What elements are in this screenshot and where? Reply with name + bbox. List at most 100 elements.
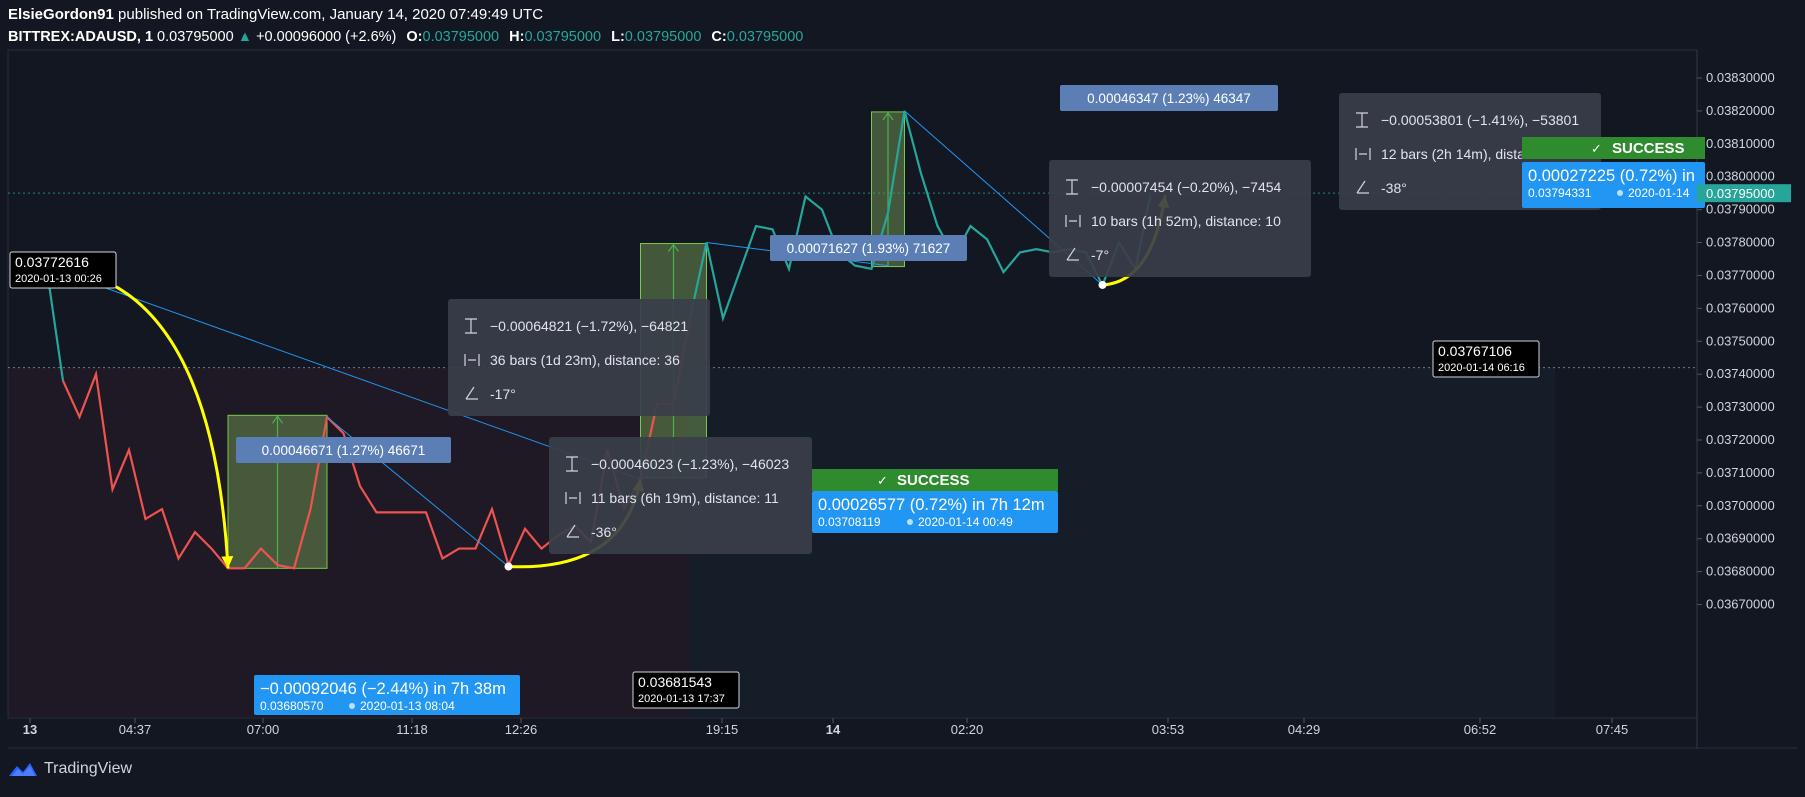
result-label-box <box>812 491 1058 533</box>
range-label-box <box>1060 85 1278 111</box>
high-label: H: <box>509 29 525 45</box>
range-label-text: 0.00046671 (1.27%) 46671 <box>262 443 426 458</box>
measure-bars-distance: 11 bars (6h 19m), distance: 11 <box>591 490 779 506</box>
low-label: L: <box>611 29 625 45</box>
clock-icon <box>349 703 355 709</box>
y-tick-label: 0.03720000 <box>1706 432 1775 447</box>
result-date: 2020-01-13 08:04 <box>360 699 455 713</box>
y-tick-label: 0.03700000 <box>1706 498 1775 513</box>
price-label-2: 0.03681543 2020-01-13 17:37 <box>632 671 740 709</box>
range-label-text: 0.00046347 (1.23%) 46347 <box>1087 91 1251 106</box>
price-range-icon <box>465 318 477 334</box>
x-tick-label: 04:29 <box>1288 722 1321 737</box>
success-badge <box>812 469 1058 491</box>
result-sub-price: 0.03708119 <box>818 515 881 529</box>
x-tick-label: 03:53 <box>1152 722 1185 737</box>
up-arrow-icon: ▲ <box>237 29 253 45</box>
open-label: O: <box>406 29 423 45</box>
result-date: 2020-01-14 <box>1628 186 1690 200</box>
range-arrowhead <box>272 415 283 424</box>
result-sub-price: 0.03680570 <box>260 699 324 713</box>
low-value: 0.03795000 <box>624 29 702 45</box>
angle-icon <box>1356 180 1369 194</box>
y-tick-label: 0.03790000 <box>1706 202 1775 217</box>
result-label-2: ✓ SUCCESS 0.00026577 (0.72%) in 7h 12m0.03… <box>812 469 1058 533</box>
bars-range-icon <box>1355 148 1371 160</box>
measure-angle: -38° <box>1381 180 1407 196</box>
range-label-1: 0.00046671 (1.27%) 46671 <box>236 437 451 463</box>
measure-price-change: −0.00053801 (−1.41%), −53801 <box>1381 112 1579 128</box>
measure-angle: -17° <box>490 386 516 402</box>
range-label-2: 0.00071627 (1.93%) 71627 <box>770 235 967 261</box>
tradingview-logo-icon <box>9 763 37 776</box>
check-icon: ✓ <box>877 473 888 488</box>
y-tick-label: 0.03710000 <box>1706 465 1775 480</box>
brand-name: TradingView <box>44 760 133 777</box>
range-label-box <box>770 235 967 261</box>
trend-line <box>46 266 641 480</box>
measure-box-1: −0.00064821 (−1.72%), −64821 36 bars (1d … <box>448 299 710 416</box>
x-tick-label: 13 <box>23 722 37 737</box>
brand[interactable]: TradingView <box>8 760 132 778</box>
range-label-box <box>236 437 451 463</box>
x-tick-label: 06:52 <box>1464 722 1497 737</box>
bull-zone <box>690 367 1555 717</box>
measure-price-change: −0.00007454 (−0.20%), −7454 <box>1091 179 1282 195</box>
y-tick-label: 0.03800000 <box>1706 169 1775 184</box>
high-value: 0.03795000 <box>524 29 602 45</box>
anchor-point <box>504 562 513 571</box>
y-tick-label: 0.03750000 <box>1706 333 1775 348</box>
measure-box-bg <box>1049 160 1311 277</box>
price-label-value: 0.03767106 <box>1438 343 1512 359</box>
price-range-icon <box>1356 112 1368 128</box>
angle-icon <box>1066 247 1079 261</box>
clock-icon <box>907 519 913 525</box>
yellow-arrowhead <box>221 556 234 569</box>
last-price-tag: 0.03795000 <box>1697 184 1791 203</box>
y-tick-label: 0.03810000 <box>1706 136 1775 151</box>
x-tick-label: 07:00 <box>247 722 280 737</box>
result-label-box <box>1522 162 1705 208</box>
symbol-name[interactable]: BITTREX:ADAUSD, 1 <box>8 29 154 45</box>
y-tick-label: 0.03730000 <box>1706 399 1775 414</box>
close-value: 0.03795000 <box>726 29 804 45</box>
symbol-legend: BITTREX:ADAUSD, 1 0.03795000 ▲ +0.000960… <box>8 29 803 45</box>
price-label-date: 2020-01-13 17:37 <box>638 693 725 705</box>
last-price: 0.03795000 <box>157 29 234 45</box>
result-main: 0.00027225 (0.72%) in <box>1528 167 1695 185</box>
anchor-point <box>1098 280 1107 289</box>
measure-price-change: −0.00046023 (−1.23%), −46023 <box>591 456 789 472</box>
author-name[interactable]: ElsieGordon91 <box>8 6 114 23</box>
result-label-1: −0.00092046 (−2.44%) in 7h 38m0.03680570… <box>254 675 520 715</box>
published-text: published on TradingView.com, January 14… <box>118 6 544 23</box>
check-icon: ✓ <box>1591 141 1602 156</box>
y-tick-label: 0.03820000 <box>1706 103 1775 118</box>
last-price-tag-box <box>1697 184 1791 203</box>
y-tick-label: 0.03770000 <box>1706 267 1775 282</box>
y-tick-label: 0.03690000 <box>1706 531 1775 546</box>
x-tick-label: 04:37 <box>119 722 152 737</box>
y-tick-label: 0.03680000 <box>1706 564 1775 579</box>
measure-angle: -36° <box>591 524 617 540</box>
x-tick-label: 14 <box>826 722 841 737</box>
y-tick-label: 0.03740000 <box>1706 366 1775 381</box>
success-badge <box>1522 137 1705 159</box>
range-label-3: 0.00046347 (1.23%) 46347 <box>1060 85 1278 111</box>
price-change: +0.00096000 (+2.6%) <box>256 29 397 45</box>
price-label-1: 0.03772616 2020-01-13 00:26 <box>9 251 117 289</box>
range-arrowhead <box>882 111 894 121</box>
y-tick-label: 0.03780000 <box>1706 235 1775 250</box>
price-label-date: 2020-01-14 06:16 <box>1438 362 1525 374</box>
angle-icon <box>566 524 579 538</box>
result-date: 2020-01-14 00:49 <box>918 515 1013 529</box>
price-label-box <box>632 671 740 709</box>
x-tick-label: 07:45 <box>1596 722 1629 737</box>
x-tick-label: 02:20 <box>951 722 984 737</box>
publish-info: ElsieGordon91 published on TradingView.c… <box>8 6 543 23</box>
price-label-3: 0.03767106 2020-01-14 06:16 <box>1432 340 1540 378</box>
price-label-value: 0.03681543 <box>638 674 712 690</box>
result-main: 0.00026577 (0.72%) in 7h 12m <box>818 496 1045 514</box>
angle-icon <box>465 386 478 400</box>
measure-box-bg <box>549 437 812 554</box>
